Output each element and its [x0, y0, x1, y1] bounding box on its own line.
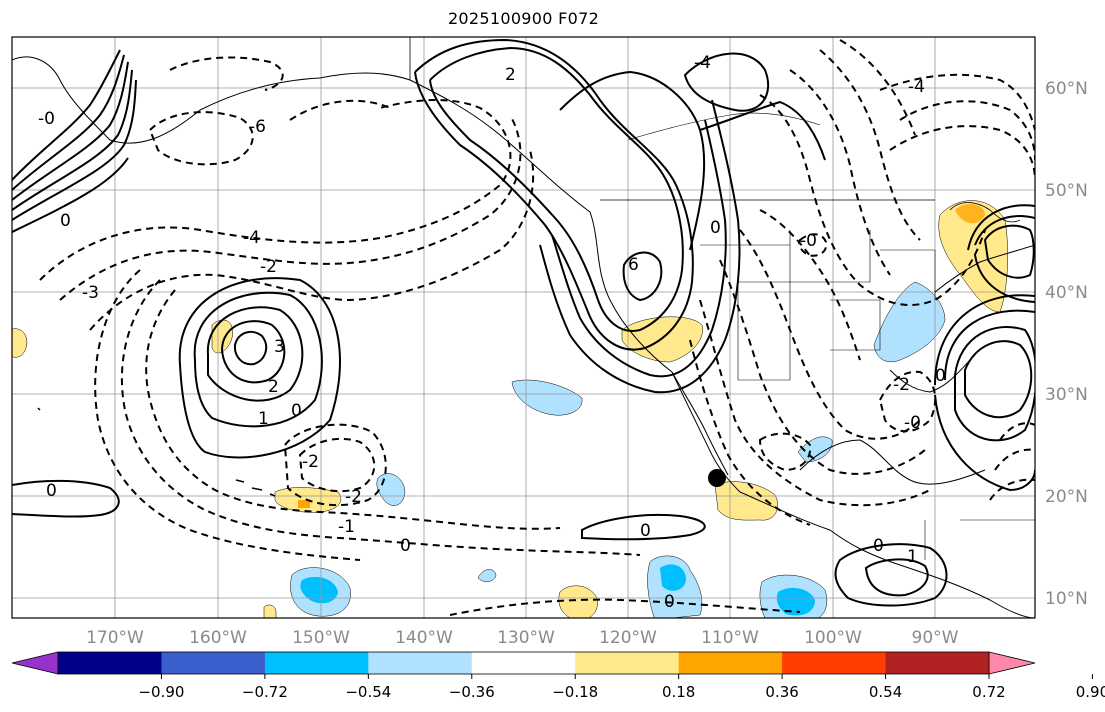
contour-label: -2: [893, 375, 910, 395]
contour-label: 0: [46, 481, 57, 501]
latitude-labels: 60°N 50°N 40°N 30°N 20°N 10°N: [1045, 79, 1088, 609]
longitude-label: 120°W: [599, 628, 657, 648]
contour-label: -0: [38, 109, 55, 129]
plot-title: 2025100900 F072: [447, 9, 600, 28]
colorbar-tick-label: 0.54: [869, 683, 902, 701]
longitude-label: 150°W: [292, 628, 350, 648]
contour-label: -1: [338, 517, 355, 537]
colorbar: −0.90 −0.72 −0.54 −0.36 −0.18 0.18 0.36 0.54 0.7…: [11, 651, 1105, 701]
longitude-label: 160°W: [189, 628, 247, 648]
contour-label: 1: [258, 409, 269, 429]
contour-label: 0: [873, 536, 884, 556]
longitude-label: 100°W: [804, 628, 862, 648]
colorbar-cell: [885, 652, 990, 674]
contour-label: 2: [268, 377, 279, 397]
latitude-label: 50°N: [1045, 181, 1088, 201]
contour-label: -4: [694, 53, 711, 73]
longitude-label: 110°W: [701, 628, 759, 648]
longitude-labels: 170°W 160°W 150°W 140°W 130°W 120°W 110°…: [86, 628, 959, 648]
colorbar-tick-label: −0.36: [449, 683, 495, 701]
contour-label: -0: [904, 413, 921, 433]
contour-label: -2: [345, 487, 362, 507]
latitude-label: 40°N: [1045, 283, 1088, 303]
contour-label: -3: [82, 283, 99, 303]
colorbar-cell: [264, 652, 369, 674]
colorbar-cell: [161, 652, 266, 674]
contour-label: -0: [800, 231, 817, 251]
colorbar-cell: [58, 652, 162, 674]
colorbar-extend-high: [989, 652, 1035, 674]
colorbar-tick-label: 0.90: [1076, 683, 1105, 701]
latitude-label: 10°N: [1045, 589, 1088, 609]
colorbar-tick-label: 0.18: [662, 683, 695, 701]
colorbar-cell: [575, 652, 680, 674]
solid-contours: [12, 38, 1035, 607]
longitude-label: 130°W: [497, 628, 555, 648]
latitude-label: 20°N: [1045, 487, 1088, 507]
contour-label: 6: [628, 255, 639, 275]
contour-label: 0: [400, 536, 411, 556]
contour-label: 0: [935, 366, 946, 386]
contour-label: 0: [291, 401, 302, 421]
contour-label: 3: [274, 337, 285, 357]
colorbar-tick-label: −0.18: [552, 683, 598, 701]
dashed-contours: [39, 39, 1035, 616]
contour-label: 0: [60, 211, 71, 231]
shaded-anomalies: [12, 200, 1008, 618]
colorbar-cell: [678, 652, 783, 674]
contour-label: -6: [249, 117, 266, 137]
colorbar-outline: [57, 651, 990, 675]
contour-label: 0: [664, 592, 675, 612]
contour-label: 0: [710, 218, 721, 238]
contour-label: -4: [908, 77, 925, 97]
colorbar-cell: [368, 652, 473, 674]
colorbar-cell: [471, 652, 576, 674]
colorbar-tick-label: −0.90: [138, 683, 184, 701]
latitude-label: 30°N: [1045, 385, 1088, 405]
coastlines: [12, 37, 1035, 618]
longitude-label: 170°W: [86, 628, 144, 648]
map-frame: [11, 36, 1036, 619]
contour-labels: 0 0 -1 -2 -2 1 2 3 0 0 -2 -4 -3 -6 2 -4 …: [38, 53, 946, 612]
contour-label: 1: [907, 547, 918, 567]
longitude-label: 140°W: [395, 628, 453, 648]
latitude-label: 60°N: [1045, 79, 1088, 99]
colorbar-extend-low: [12, 652, 58, 674]
contour-label: -2: [302, 452, 319, 472]
colorbar-tick-label: −0.72: [242, 683, 288, 701]
contour-label: 2: [505, 65, 516, 85]
colorbar-tick-label: 0.72: [972, 683, 1005, 701]
contour-label: -2: [260, 257, 277, 277]
contour-label: -4: [243, 228, 260, 248]
colorbar-tick-label: 0.36: [765, 683, 798, 701]
location-marker: [708, 469, 726, 487]
longitude-label: 90°W: [912, 628, 959, 648]
colorbar-tick-label: −0.54: [345, 683, 391, 701]
colorbar-cell: [782, 652, 887, 674]
contour-label: 0: [640, 521, 651, 541]
